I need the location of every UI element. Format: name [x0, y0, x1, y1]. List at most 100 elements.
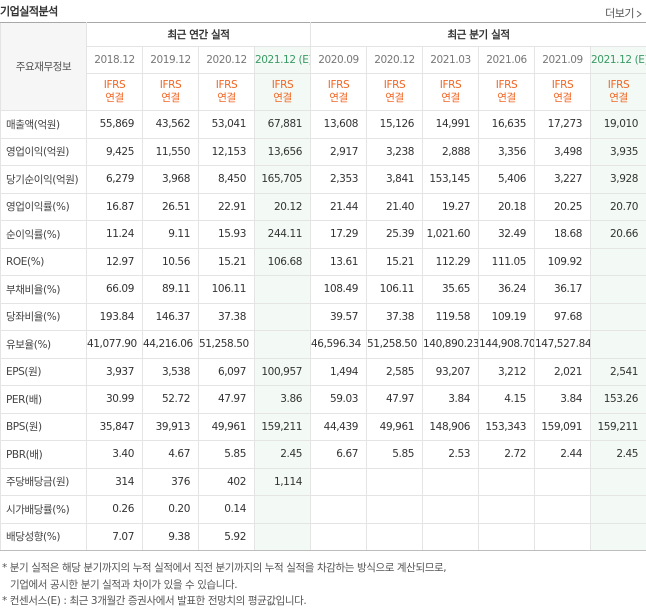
cell: 20.70	[591, 193, 646, 221]
period-header: 2019.12	[143, 47, 199, 74]
cell: 5.85	[367, 441, 423, 469]
standard: IFRS	[367, 79, 422, 92]
note: 기업에서 공시한 분기 실적과 차이가 있을 수 있습니다.	[2, 577, 446, 594]
cell: 13,656	[255, 138, 311, 166]
row-label: 순이익률(%)	[1, 221, 87, 249]
cell: 37.38	[367, 303, 423, 331]
standard: IFRS	[479, 79, 534, 92]
row-label: 배당성향(%)	[1, 523, 87, 551]
period-header: 2020.09	[311, 47, 367, 74]
cell: 153,343	[479, 413, 535, 441]
notes: * 분기 실적은 해당 분기까지의 누적 실적에서 직전 분기까지의 누적 실적…	[2, 560, 446, 610]
group-header: 최근 분기 실적	[311, 23, 646, 47]
period-header: 2020.12	[367, 47, 423, 74]
more-arrow[interactable]	[636, 10, 642, 18]
more-text[interactable]: 더보기	[605, 7, 634, 20]
cell: 12.97	[87, 248, 143, 276]
standard: IFRS	[311, 79, 366, 92]
basis: 연결	[535, 92, 590, 105]
standard: IFRS	[423, 79, 478, 92]
cell	[591, 496, 646, 524]
cell: 3,935	[591, 138, 646, 166]
basis: 연결	[87, 92, 142, 105]
cell: 119.58	[423, 303, 479, 331]
period-header: 2021.12 (E)	[591, 47, 646, 74]
row-label: 당기순이익(억원)	[1, 166, 87, 194]
cell: 9.11	[143, 221, 199, 249]
cell: 3.84	[423, 386, 479, 414]
cell: 59.03	[311, 386, 367, 414]
cell: 14,991	[423, 111, 479, 139]
cell: 43,562	[143, 111, 199, 139]
basis: 연결	[367, 92, 422, 105]
cell: 2.45	[591, 441, 646, 469]
cell: 20.12	[255, 193, 311, 221]
cell: 2,888	[423, 138, 479, 166]
cell: 35.65	[423, 276, 479, 304]
more-link[interactable]: 더보기	[605, 5, 642, 21]
cell: 16.87	[87, 193, 143, 221]
row-label: 유보율(%)	[1, 331, 87, 359]
cell	[535, 468, 591, 496]
row-label: BPS(원)	[1, 413, 87, 441]
cell: 0.20	[143, 496, 199, 524]
cell: 16,635	[479, 111, 535, 139]
cell: 13.61	[311, 248, 367, 276]
cell: 5.85	[199, 441, 255, 469]
cell	[591, 303, 646, 331]
cell: 25.39	[367, 221, 423, 249]
cell: 5.92	[199, 523, 255, 551]
cell	[535, 496, 591, 524]
cell: 6,097	[199, 358, 255, 386]
cell: 112.29	[423, 248, 479, 276]
cell: 2,585	[367, 358, 423, 386]
cell: 1,021.60	[423, 221, 479, 249]
note: * 컨센서스(E) : 최근 3개월간 증권사에서 발표한 전망치의 평균값입니…	[2, 593, 446, 610]
cell: 111.05	[479, 248, 535, 276]
cell: 35,847	[87, 413, 143, 441]
cell: 52.72	[143, 386, 199, 414]
cell: 53,041	[199, 111, 255, 139]
cell: 21.44	[311, 193, 367, 221]
period-header: 2021.03	[423, 47, 479, 74]
row-label: 영업이익(억원)	[1, 138, 87, 166]
cell: 67,881	[255, 111, 311, 139]
cell: 21.40	[367, 193, 423, 221]
period-header: 2021.09	[535, 47, 591, 74]
standard: IFRS	[199, 79, 254, 92]
cell: 3,841	[367, 166, 423, 194]
cell: 3.40	[87, 441, 143, 469]
cell: 9.38	[143, 523, 199, 551]
cell: 3,227	[535, 166, 591, 194]
cell: 2.44	[535, 441, 591, 469]
row-label: 영업이익률(%)	[1, 193, 87, 221]
cell: 3,498	[535, 138, 591, 166]
row-label: ROE(%)	[1, 248, 87, 276]
cell	[255, 496, 311, 524]
cell: 41,077.90	[87, 331, 143, 359]
basis: 연결	[479, 92, 534, 105]
cell: 159,211	[591, 413, 646, 441]
row-label: PBR(배)	[1, 441, 87, 469]
cell	[367, 496, 423, 524]
cell: 51,258.50	[367, 331, 423, 359]
cell: 8,450	[199, 166, 255, 194]
cell: 26.51	[143, 193, 199, 221]
cell: 106.68	[255, 248, 311, 276]
basis: 연결	[423, 92, 478, 105]
period-header: 2021.06	[479, 47, 535, 74]
basis: 연결	[255, 92, 310, 105]
